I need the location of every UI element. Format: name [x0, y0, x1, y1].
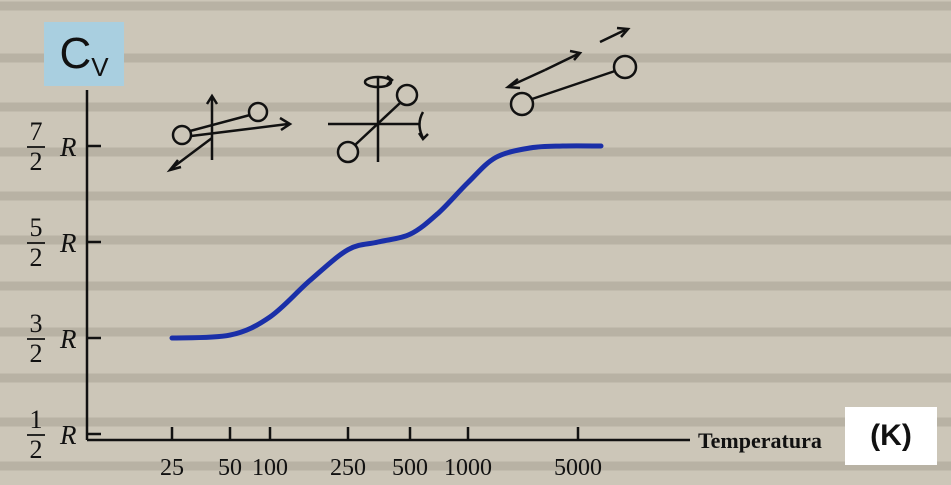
- x-axis-label: Temperatura: [698, 428, 822, 453]
- x-axis-unit: (K): [845, 407, 937, 465]
- vibrational-motion-diagram: [504, 26, 638, 117]
- y-tick-unit: R: [59, 324, 77, 354]
- x-tick-label: 1000: [444, 455, 492, 481]
- y-tick-denominator: 2: [30, 339, 43, 368]
- y-tick-denominator: 2: [30, 435, 43, 464]
- x-tick-group: 25 50 100 250 500 1000 5000: [160, 427, 602, 481]
- y-axis-symbol: C: [59, 29, 92, 78]
- y-tick-numerator: 7: [30, 117, 43, 146]
- x-tick-label: 5000: [554, 455, 602, 481]
- y-tick-numerator: 5: [30, 213, 43, 242]
- y-tick-denominator: 2: [30, 243, 43, 272]
- y-tick-unit: R: [59, 132, 77, 162]
- rotational-motion-diagram: [328, 75, 429, 164]
- x-tick-label: 250: [330, 455, 366, 481]
- x-tick-label: 50: [218, 455, 242, 481]
- y-axis-subscript: V: [91, 52, 109, 82]
- y-tick-unit: R: [59, 228, 77, 258]
- y-tick-numerator: 3: [30, 309, 43, 338]
- x-tick-label: 25: [160, 455, 184, 481]
- y-tick-group: 12 R32 R52 R72 R: [27, 117, 101, 464]
- cv-curve: [169, 143, 604, 341]
- y-tick-unit: R: [59, 420, 77, 450]
- translational-motion-diagram: [166, 93, 293, 173]
- x-tick-label: 100: [252, 455, 288, 481]
- x-tick-label: 500: [392, 455, 428, 481]
- y-tick-denominator: 2: [30, 147, 43, 176]
- y-tick-numerator: 1: [30, 405, 43, 434]
